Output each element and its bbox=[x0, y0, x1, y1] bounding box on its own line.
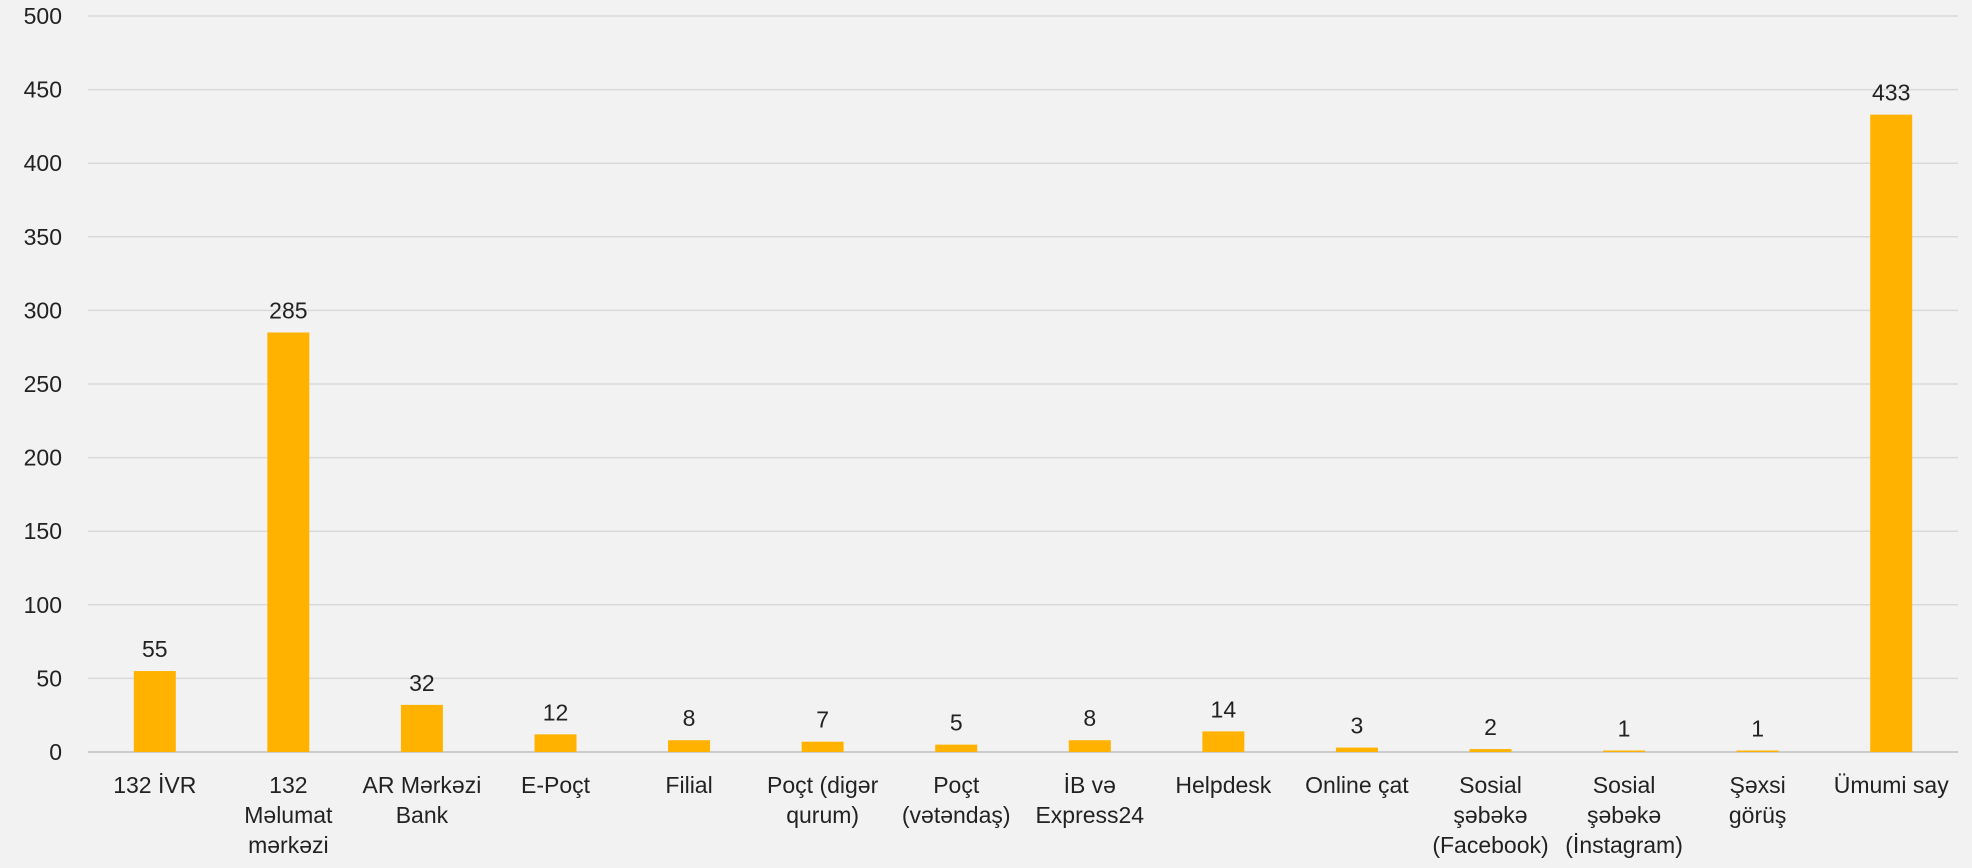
data-label: 1 bbox=[1751, 716, 1764, 742]
y-tick-label: 100 bbox=[24, 592, 62, 618]
data-label: 8 bbox=[683, 705, 696, 731]
bar bbox=[1068, 740, 1111, 752]
data-label: 5 bbox=[950, 710, 963, 736]
bar bbox=[1603, 750, 1646, 752]
bar bbox=[400, 704, 443, 752]
bar bbox=[1469, 749, 1512, 752]
data-label: 55 bbox=[142, 636, 168, 662]
bar bbox=[1202, 731, 1245, 752]
bars bbox=[133, 114, 1913, 752]
y-tick-label: 200 bbox=[24, 445, 62, 471]
data-label: 32 bbox=[409, 670, 435, 696]
x-tick-label: mərkəzi bbox=[248, 832, 329, 858]
y-tick-label: 150 bbox=[24, 518, 62, 544]
x-tick-label: 132 İVR bbox=[113, 772, 196, 798]
x-tick-label: Sosial bbox=[1593, 772, 1656, 798]
x-axis: 132 İVR 132 Məlumat mərkəzi AR Mərkəzi Bank E-… bbox=[113, 772, 1949, 858]
x-tick-label: (Facebook) bbox=[1432, 832, 1548, 858]
x-tick-label: İB və bbox=[1064, 772, 1116, 798]
x-tick-label: Helpdesk bbox=[1175, 772, 1271, 798]
x-tick-label: 132 bbox=[269, 772, 307, 798]
y-tick-label: 250 bbox=[24, 371, 62, 397]
bar bbox=[1870, 114, 1913, 752]
x-tick-label: Poçt (digər bbox=[767, 772, 879, 798]
y-tick-label: 50 bbox=[36, 665, 62, 691]
x-tick-label: E-Poçt bbox=[521, 772, 591, 798]
x-tick-label: Online çat bbox=[1305, 772, 1409, 798]
data-label: 285 bbox=[269, 297, 307, 323]
x-tick-label: (İnstagram) bbox=[1565, 832, 1683, 858]
x-tick-label: görüş bbox=[1729, 802, 1787, 828]
x-tick-label: Ümumi say bbox=[1834, 772, 1950, 798]
y-tick-label: 400 bbox=[24, 150, 62, 176]
x-tick-label: Şəxsi bbox=[1730, 772, 1786, 798]
bar bbox=[668, 740, 711, 752]
y-axis: 0 50 100 150 200 250 300 350 400 450 500 bbox=[24, 3, 62, 765]
bar bbox=[133, 671, 176, 752]
bar bbox=[801, 741, 844, 752]
x-tick-label: şəbəkə bbox=[1587, 802, 1661, 828]
x-tick-label: Məlumat bbox=[244, 802, 333, 828]
x-tick-label: (vətəndaş) bbox=[902, 802, 1011, 828]
y-tick-label: 0 bbox=[49, 739, 62, 765]
data-label: 14 bbox=[1211, 696, 1237, 722]
x-tick-label: AR Mərkəzi bbox=[362, 772, 481, 798]
x-tick-label: şəbəkə bbox=[1453, 802, 1527, 828]
data-label: 1 bbox=[1618, 716, 1631, 742]
data-label: 8 bbox=[1083, 705, 1096, 731]
x-tick-label: Sosial bbox=[1459, 772, 1522, 798]
data-label: 7 bbox=[816, 707, 829, 733]
y-tick-label: 450 bbox=[24, 77, 62, 103]
x-tick-label: qurum) bbox=[786, 802, 859, 828]
x-tick-label: Bank bbox=[396, 802, 449, 828]
bar bbox=[534, 734, 577, 752]
bar bbox=[935, 744, 978, 752]
x-tick-label: Poçt bbox=[933, 772, 980, 798]
bar bbox=[267, 332, 310, 752]
data-label: 12 bbox=[543, 699, 569, 725]
data-label: 3 bbox=[1351, 713, 1364, 739]
bar bbox=[1335, 747, 1378, 752]
y-tick-label: 500 bbox=[24, 3, 62, 29]
y-tick-label: 300 bbox=[24, 297, 62, 323]
bar bbox=[1736, 750, 1779, 752]
y-tick-label: 350 bbox=[24, 224, 62, 250]
x-tick-label: Express24 bbox=[1035, 802, 1144, 828]
x-tick-label: Filial bbox=[665, 772, 712, 798]
data-label: 433 bbox=[1872, 80, 1910, 106]
data-label: 2 bbox=[1484, 714, 1497, 740]
gridlines bbox=[88, 15, 1958, 753]
